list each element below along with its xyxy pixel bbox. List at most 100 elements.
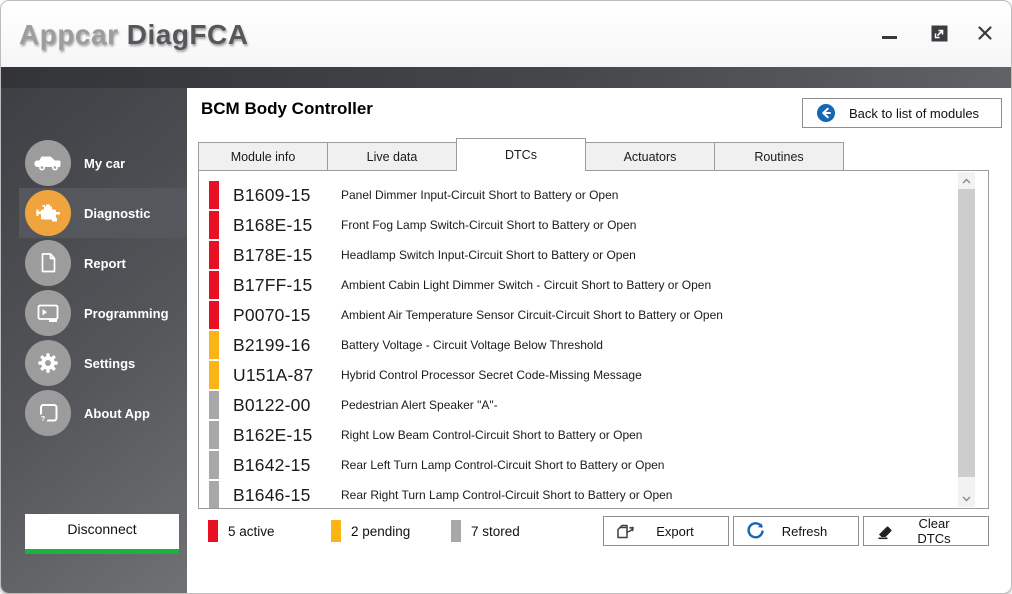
dtc-code: B0122-00: [233, 394, 311, 415]
refresh-button-label: Refresh: [781, 523, 828, 539]
sidebar-item-my-car[interactable]: My car: [1, 138, 187, 188]
dtc-row[interactable]: P0070-15 Ambient Air Temperature Sensor …: [209, 300, 988, 330]
engine-icon: [25, 190, 71, 236]
sidebar-item-label: Diagnostic: [84, 205, 151, 221]
tab-routines[interactable]: Routines: [714, 142, 844, 171]
export-icon: [616, 521, 636, 541]
about-icon: ?: [25, 390, 71, 436]
sidebar-item-diagnostic[interactable]: Diagnostic: [19, 188, 187, 238]
pending-swatch: [331, 520, 341, 542]
dtc-description: Panel Dimmer Input-Circuit Short to Batt…: [341, 188, 619, 202]
back-to-modules-button[interactable]: Back to list of modules: [802, 98, 1002, 128]
dtc-code: B2199-16: [233, 334, 311, 355]
legend-stored: 7 stored: [451, 516, 520, 546]
dtc-code: B1642-15: [233, 454, 311, 475]
svg-text:?: ?: [41, 414, 46, 423]
dtc-row[interactable]: B2199-16 Battery Voltage - Circuit Volta…: [209, 330, 988, 360]
minimize-button[interactable]: [875, 19, 903, 47]
dtc-panel: B1609-15 Panel Dimmer Input-Circuit Shor…: [198, 170, 989, 509]
sidebar-item-label: Settings: [84, 355, 136, 371]
tab-dtcs[interactable]: DTCs: [456, 138, 586, 171]
dtc-severity-bar: [209, 301, 219, 329]
clear-dtcs-button[interactable]: Clear DTCs: [863, 516, 989, 546]
dtc-description: Ambient Cabin Light Dimmer Switch - Circ…: [341, 278, 712, 292]
back-button-label: Back to list of modules: [849, 105, 980, 121]
dtc-description: Headlamp Switch Input-Circuit Short to B…: [341, 248, 636, 262]
dtc-code: U151A-87: [233, 364, 314, 385]
car-icon: [25, 140, 71, 186]
eraser-icon: [876, 522, 894, 540]
dtc-severity-bar: [209, 211, 219, 239]
dtc-description: Front Fog Lamp Switch-Circuit Short to B…: [341, 218, 637, 232]
vertical-scrollbar[interactable]: [958, 172, 975, 507]
sidebar-item-label: My car: [84, 155, 126, 171]
tab-module-info[interactable]: Module info: [198, 142, 328, 171]
dtc-description: Pedestrian Alert Speaker "A"-: [341, 398, 498, 412]
dtc-severity-bar: [209, 331, 219, 359]
stored-swatch: [451, 520, 461, 542]
dtc-row[interactable]: B1609-15 Panel Dimmer Input-Circuit Shor…: [209, 180, 988, 210]
sidebar-item-label: Programming: [84, 305, 169, 321]
dtc-row[interactable]: B0122-00 Pedestrian Alert Speaker "A"-: [209, 390, 988, 420]
dtc-code: B178E-15: [233, 244, 313, 265]
dtc-severity-bar: [209, 451, 219, 479]
dtc-code: B168E-15: [233, 214, 313, 235]
dtc-code: B162E-15: [233, 424, 313, 445]
dtc-row[interactable]: B162E-15 Right Low Beam Control-Circuit …: [209, 420, 988, 450]
dtc-row[interactable]: U151A-87 Hybrid Control Processor Secret…: [209, 360, 988, 390]
dtc-row[interactable]: B1646-15 Rear Right Turn Lamp Control-Ci…: [209, 480, 988, 508]
export-button[interactable]: Export: [603, 516, 729, 546]
dtc-summary-bar: 5 active 2 pending 7 stored Export: [187, 516, 1011, 546]
legend-active: 5 active: [208, 516, 275, 546]
title-bar: Appcar DiagFCA: [1, 1, 1011, 67]
dtc-severity-bar: [209, 241, 219, 269]
refresh-button[interactable]: Refresh: [733, 516, 859, 546]
app-logo: Appcar DiagFCA: [19, 19, 248, 51]
main-content: BCM Body Controller Back to list of modu…: [187, 88, 1011, 593]
dtc-row[interactable]: B178E-15 Headlamp Switch Input-Circuit S…: [209, 240, 988, 270]
active-swatch: [208, 520, 218, 542]
disconnect-button[interactable]: Disconnect: [25, 514, 179, 554]
dtc-row[interactable]: B17FF-15 Ambient Cabin Light Dimmer Swit…: [209, 270, 988, 300]
dtc-row[interactable]: B1642-15 Rear Left Turn Lamp Control-Cir…: [209, 450, 988, 480]
tab-live-data[interactable]: Live data: [327, 142, 457, 171]
scroll-up-button[interactable]: [958, 172, 975, 189]
dtc-description: Right Low Beam Control-Circuit Short to …: [341, 428, 643, 442]
legend-pending: 2 pending: [331, 516, 410, 546]
dtc-code: B17FF-15: [233, 274, 313, 295]
sidebar-item-programming[interactable]: Programming: [1, 288, 187, 338]
back-arrow-icon: [817, 104, 835, 122]
chevron-up-icon: [962, 178, 971, 183]
dtc-code: P0070-15: [233, 304, 311, 325]
tab-bar: Module info Live data DTCs Actuators Rou…: [198, 138, 844, 171]
scrollbar-thumb[interactable]: [958, 189, 975, 477]
gear-icon: [25, 340, 71, 386]
scroll-down-button[interactable]: [958, 490, 975, 507]
dtc-severity-bar: [209, 271, 219, 299]
dtc-row[interactable]: B168E-15 Front Fog Lamp Switch-Circuit S…: [209, 210, 988, 240]
sidebar-item-settings[interactable]: Settings: [1, 338, 187, 388]
document-icon: [25, 240, 71, 286]
dtc-severity-bar: [209, 421, 219, 449]
dtc-severity-bar: [209, 181, 219, 209]
maximize-icon: [931, 25, 947, 41]
dtc-severity-bar: [209, 391, 219, 419]
export-button-label: Export: [656, 523, 694, 539]
sidebar-item-report[interactable]: Report: [1, 238, 187, 288]
dtc-code: B1646-15: [233, 484, 311, 505]
app-logo-part1: Appcar: [19, 19, 119, 50]
sidebar-item-about[interactable]: ? About App: [1, 388, 187, 438]
dtc-description: Hybrid Control Processor Secret Code-Mis…: [341, 368, 642, 382]
close-icon: [978, 26, 992, 40]
legend-pending-label: 2 pending: [351, 523, 411, 539]
dtc-list: B1609-15 Panel Dimmer Input-Circuit Shor…: [199, 171, 988, 508]
maximize-button[interactable]: [925, 19, 953, 47]
app-logo-part2: DiagFCA: [126, 19, 249, 50]
dtc-description: Battery Voltage - Circuit Voltage Below …: [341, 338, 603, 352]
close-button[interactable]: [971, 19, 999, 47]
minimize-icon: [881, 35, 897, 39]
dtc-severity-bar: [209, 361, 219, 389]
tab-actuators[interactable]: Actuators: [585, 142, 715, 171]
legend-active-label: 5 active: [228, 523, 275, 539]
